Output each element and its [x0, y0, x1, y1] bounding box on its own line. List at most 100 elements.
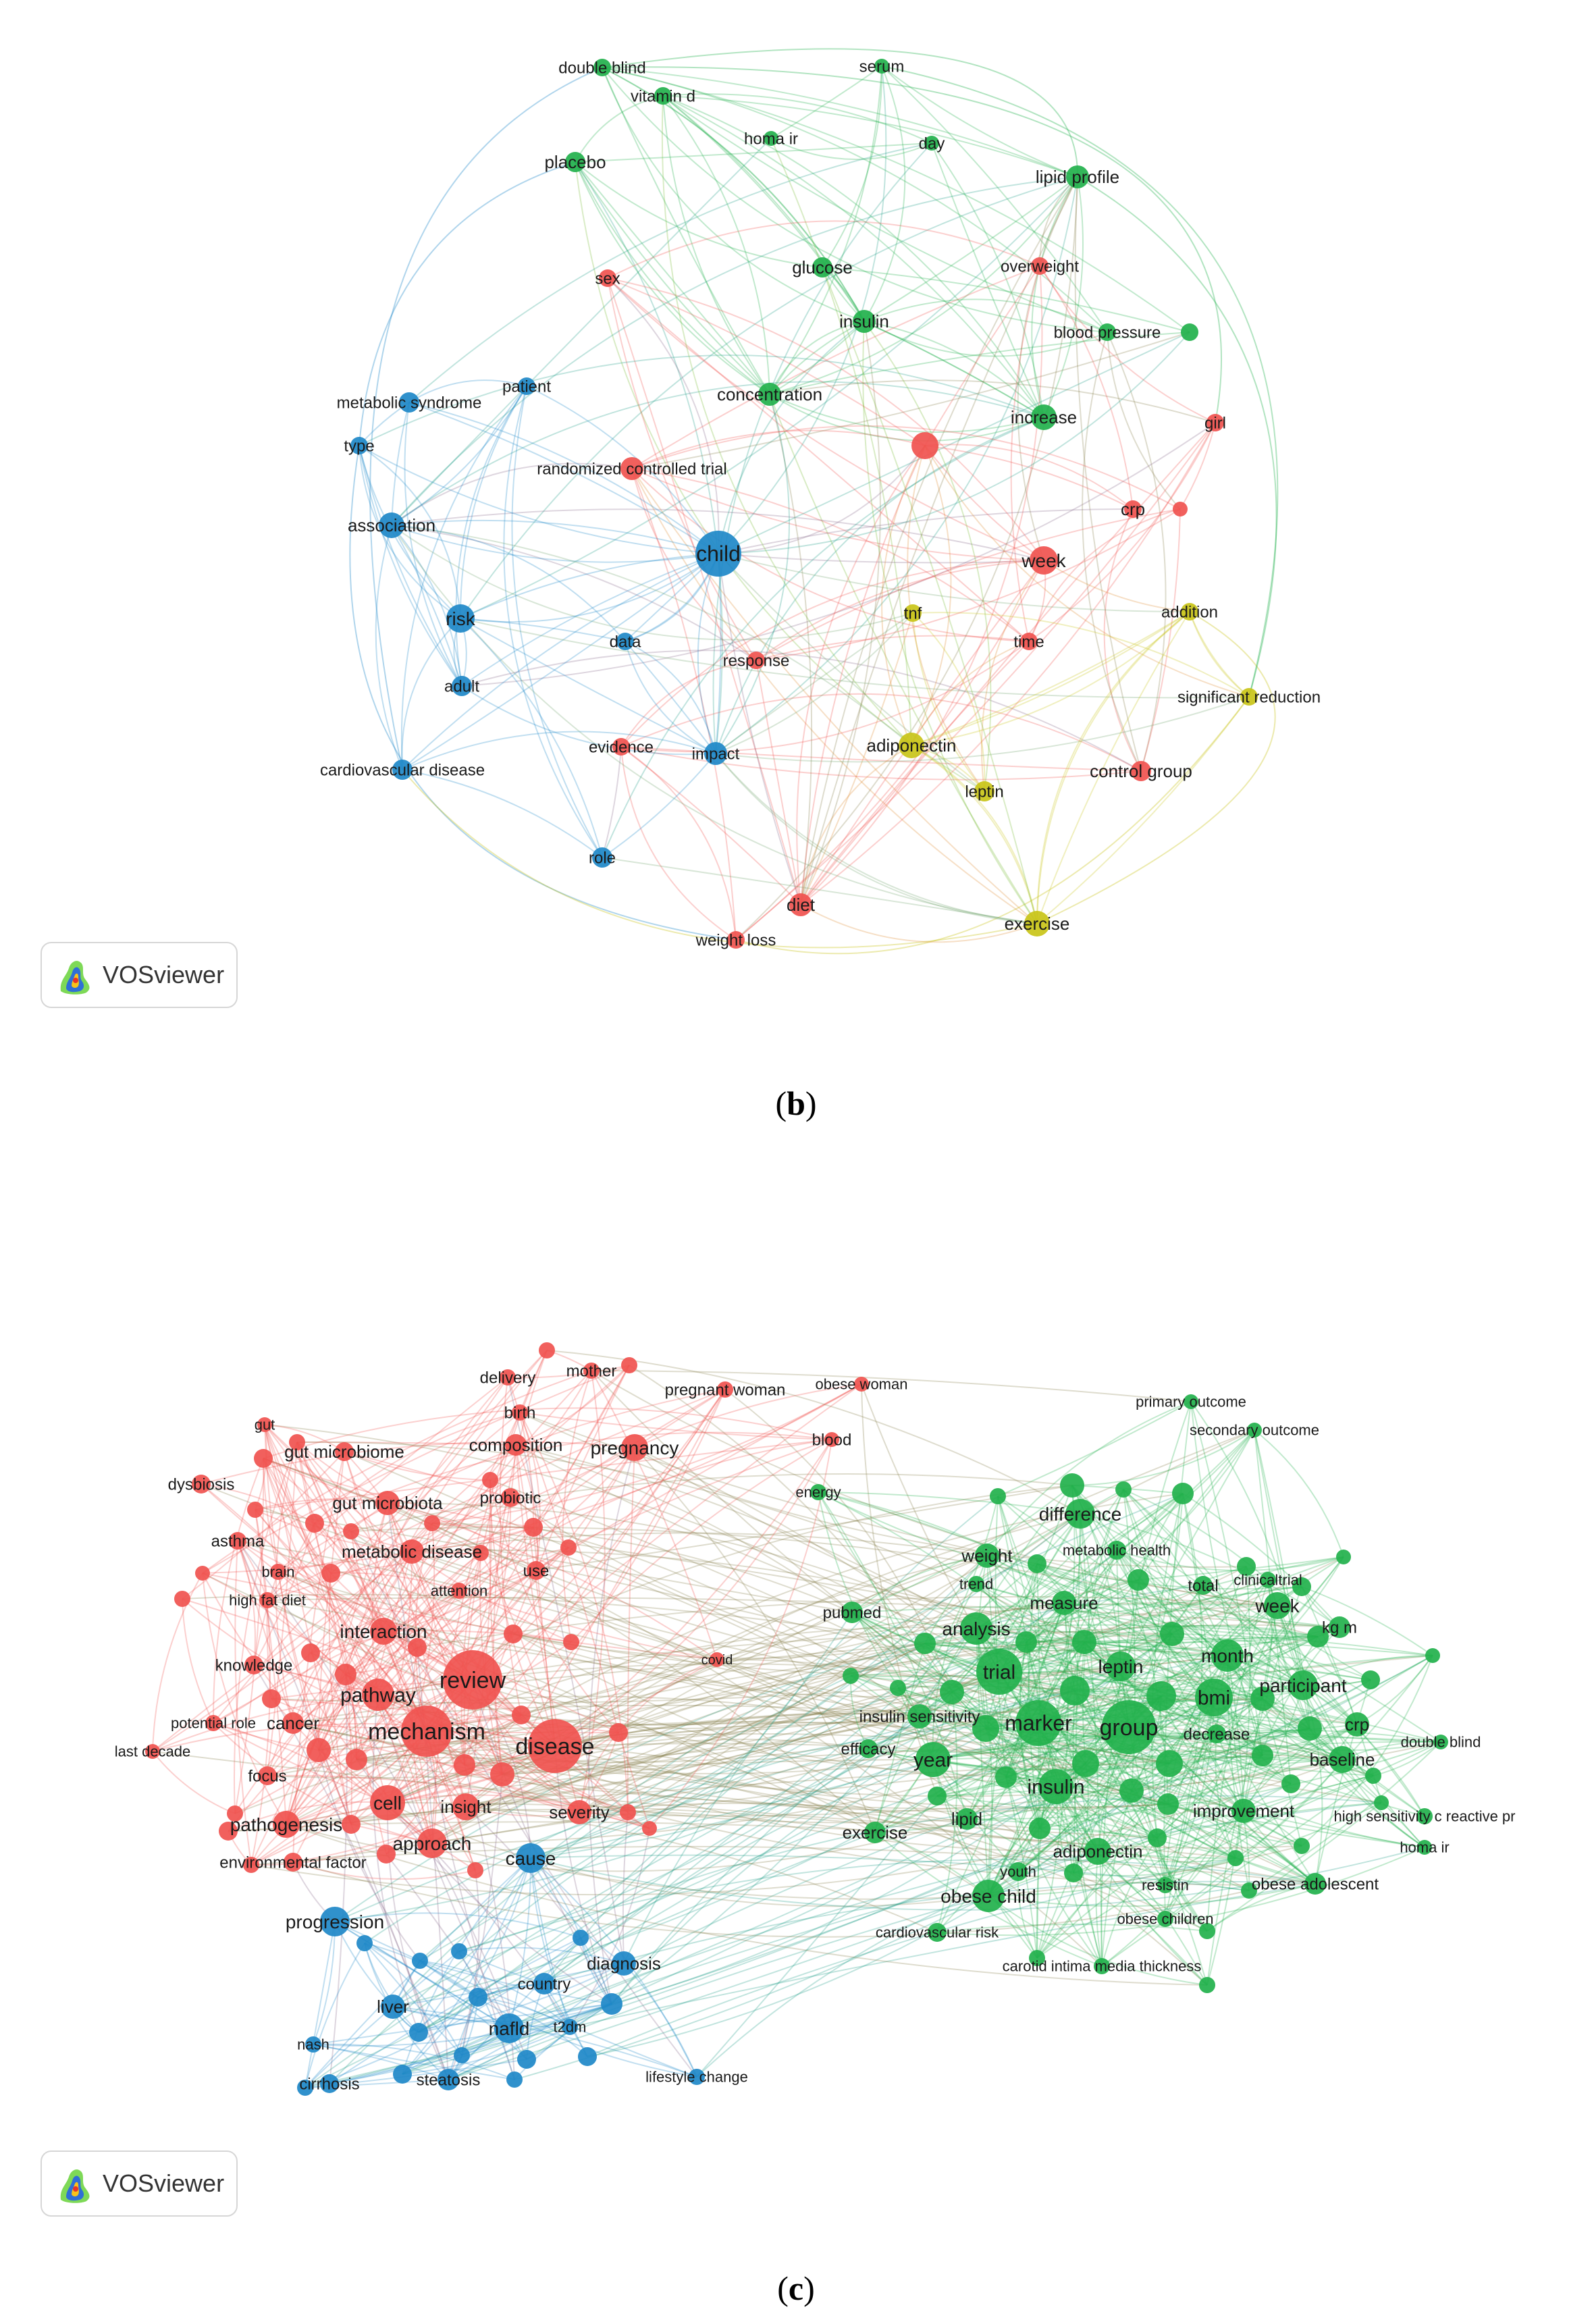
- edge: [304, 1937, 581, 2088]
- edge: [881, 65, 1108, 333]
- edge: [387, 1502, 1263, 1700]
- node-pubmed: [841, 1602, 863, 1623]
- node-label: addition: [1161, 603, 1218, 621]
- edge: [1082, 332, 1142, 772]
- edge: [897, 1625, 1319, 1689]
- edge: [1097, 1851, 1236, 1859]
- node-cause: [516, 1843, 546, 1873]
- edge: [718, 332, 1190, 554]
- node: [1307, 1626, 1329, 1647]
- node-time: [1020, 633, 1038, 650]
- edge: [800, 445, 926, 905]
- edge: [431, 1523, 534, 1529]
- edge: [936, 1847, 1425, 1936]
- edge: [629, 1365, 953, 1693]
- node-label: role: [589, 849, 616, 867]
- node-insulin: [1038, 1769, 1073, 1804]
- node: [1064, 1864, 1083, 1882]
- node-exercise: [1024, 911, 1050, 936]
- edge: [267, 1442, 298, 1776]
- edge: [618, 1732, 650, 1829]
- edge: [976, 1493, 1184, 1629]
- node-metabolic-syndrome: [399, 392, 419, 413]
- edge: [313, 2043, 515, 2080]
- edge: [277, 1571, 352, 1825]
- edge: [267, 1600, 346, 1675]
- node-label: primary outcome: [1136, 1394, 1246, 1410]
- edge: [931, 142, 1044, 418]
- edge: [1039, 1641, 1085, 1829]
- edge: [951, 1691, 1316, 1884]
- edge: [318, 1749, 421, 1961]
- node-label: disease: [515, 1734, 594, 1760]
- edge: [391, 525, 462, 687]
- node-cardiovascular-risk: [928, 1923, 947, 1942]
- edge: [263, 1458, 1103, 1967]
- edge: [623, 1496, 999, 1964]
- edge: [267, 1590, 460, 1776]
- node-insulin-sensitivity: [907, 1704, 932, 1728]
- edge: [1206, 1566, 1251, 1986]
- caption-close-paren: ): [803, 2269, 815, 2307]
- node-leptin: [1106, 1652, 1136, 1681]
- edge: [864, 321, 1108, 357]
- edge: [602, 67, 1108, 333]
- edge: [1080, 1513, 1130, 1728]
- edge: [1165, 1783, 1292, 1886]
- edge: [986, 1555, 1292, 1785]
- edge: [369, 67, 603, 770]
- edge: [580, 1698, 1263, 1938]
- node-label: type: [344, 437, 374, 455]
- node-label: double blind: [558, 59, 645, 77]
- edge: [152, 1751, 236, 1814]
- edge: [1165, 1697, 1215, 1886]
- edge: [334, 1921, 510, 2029]
- edge: [661, 95, 912, 746]
- edge: [364, 1943, 419, 2033]
- edge: [296, 1441, 1121, 1667]
- edge: [472, 1663, 1343, 1760]
- panel-caption-c: (c): [0, 2269, 1592, 2308]
- edge: [383, 1630, 514, 1635]
- edge: [391, 138, 772, 526]
- edge: [591, 1370, 1192, 1402]
- edge: [769, 394, 813, 905]
- edge: [330, 1527, 534, 1574]
- node-label: adiponectin: [1053, 1841, 1143, 1861]
- edge: [237, 1540, 527, 2060]
- edge: [571, 1439, 832, 1643]
- node-glucose: [812, 257, 832, 278]
- node: [174, 1591, 190, 1607]
- node: [1015, 1631, 1037, 1653]
- node-randomized-controlled-trial: [620, 457, 643, 480]
- node-patient: [518, 377, 535, 395]
- edge: [448, 1963, 625, 2080]
- edge: [152, 1523, 433, 1752]
- edge: [292, 1722, 503, 1775]
- edge: [461, 553, 719, 687]
- edge: [976, 1628, 1215, 1698]
- edge: [715, 612, 913, 754]
- node-resistin: [1157, 1877, 1173, 1893]
- edge: [1216, 1733, 1441, 1751]
- edge: [345, 1377, 508, 1675]
- edge: [1165, 1605, 1278, 1920]
- node-label: clinicaltrial: [1233, 1572, 1302, 1589]
- edge: [304, 1951, 460, 2088]
- edge: [575, 161, 770, 395]
- node: [1127, 1569, 1149, 1591]
- node-label: difference: [1039, 1504, 1121, 1525]
- edge: [631, 332, 1190, 469]
- node-asthma: [229, 1532, 246, 1550]
- edge: [924, 444, 1134, 510]
- edge: [459, 386, 527, 619]
- edge: [530, 1555, 988, 1859]
- edge: [951, 1691, 1098, 1852]
- edge: [458, 1947, 625, 1964]
- edge: [250, 1759, 1343, 1896]
- edge: [607, 278, 926, 446]
- node: [512, 1706, 531, 1724]
- edge: [1036, 696, 1250, 924]
- edge: [377, 1552, 481, 1695]
- edge: [1005, 1763, 1170, 1780]
